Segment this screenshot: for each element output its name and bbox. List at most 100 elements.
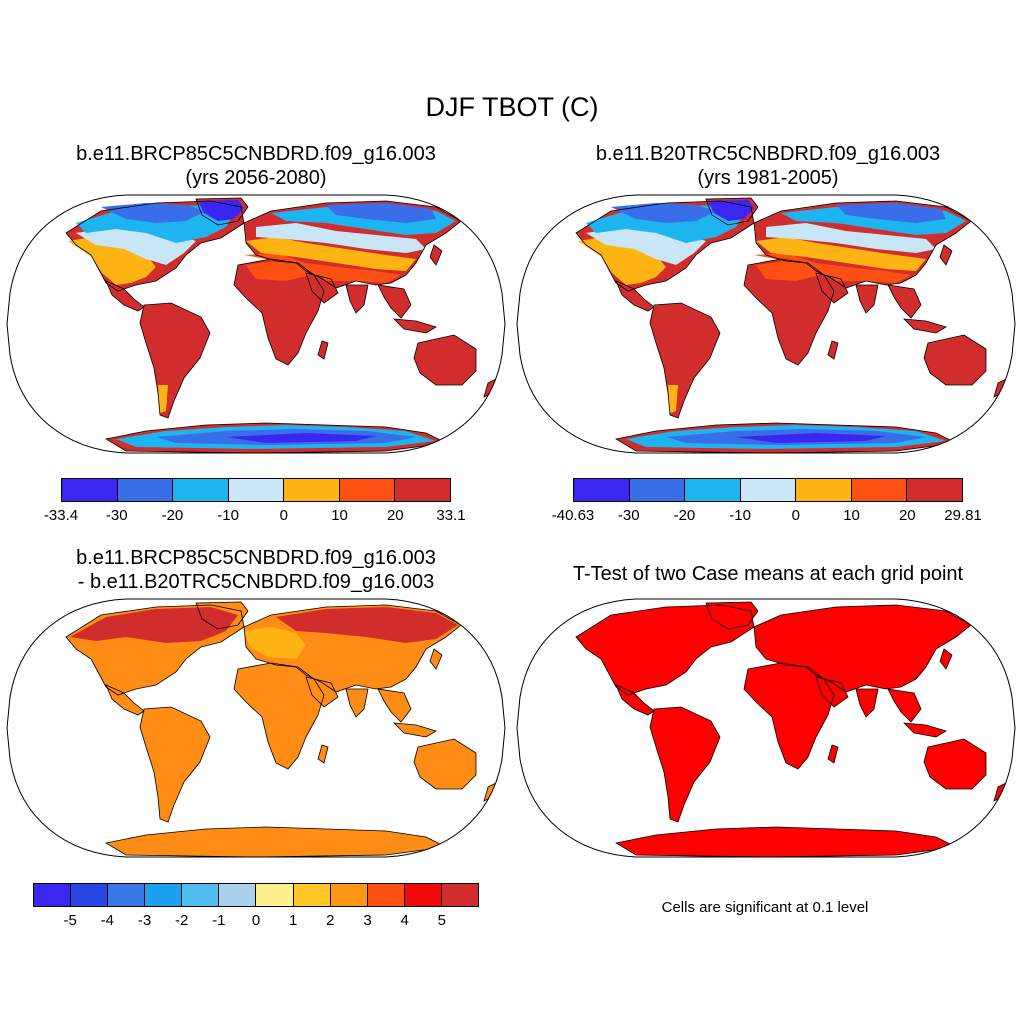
colorbar-tick-label: 0: [279, 507, 289, 524]
central-america-coastline: [105, 280, 145, 312]
australia-coastline: [923, 738, 987, 790]
arabia-coastline: [305, 272, 339, 304]
new-zealand-land: [484, 783, 496, 801]
colorbar-tick-label: -40.63: [551, 507, 595, 524]
central-america-coastline: [615, 280, 655, 312]
north-america-coastline: [575, 200, 755, 292]
colorbar-panel-1: [61, 478, 451, 502]
na-cold-band: [611, 203, 716, 223]
arabia-coastline: [815, 676, 849, 708]
colorbar-tick-label: -2: [174, 912, 189, 929]
eu-cold-band: [326, 203, 436, 223]
central-america-coastline: [105, 684, 145, 716]
south-america-coastline: [139, 706, 211, 823]
japan-land: [940, 649, 952, 669]
central-america-land: [616, 685, 654, 715]
australia-land: [414, 335, 476, 385]
panel-1-title: b.e11.BRCP85C5CNBDRD.f09_g16.003 (yrs 20…: [16, 142, 496, 190]
colorbar-box: [574, 479, 630, 501]
central-america-land: [106, 281, 144, 311]
southeast-asia-coastline: [887, 284, 922, 319]
panel-2-title: b.e11.B20TRC5CNBDRD.f09_g16.003 (yrs 198…: [528, 142, 1008, 190]
australia-coastline: [413, 334, 477, 386]
greenland-coastline: [705, 601, 759, 630]
eu-warm-band: [756, 237, 926, 271]
map-border: [516, 598, 1016, 858]
europe-asia-coastline: [243, 604, 462, 693]
southeast-asia-coastline: [377, 688, 412, 723]
colorbar-tick-label: 20: [898, 507, 916, 524]
colorbar-tick-label: -10: [217, 507, 239, 524]
colorbar-panel-3: [33, 883, 479, 907]
na-warm-band: [68, 235, 156, 285]
north-america-coastline: [65, 200, 245, 292]
south-america-land: [140, 707, 210, 822]
colorbar-tick-label: 29.81: [944, 507, 982, 524]
colorbar-box: [330, 884, 368, 906]
africa-hot-band: [246, 261, 310, 281]
madagascar-land: [318, 341, 328, 359]
greenland-land: [706, 602, 758, 629]
colorbar-tick-label: -4: [100, 912, 114, 929]
japan-coastline: [939, 244, 953, 266]
madagascar-land: [318, 745, 328, 763]
japan-land: [940, 245, 952, 265]
colorbar-tick-label: 0: [791, 507, 801, 524]
europe-asia-coastline: [753, 200, 972, 289]
indonesia-coastline: [902, 318, 947, 334]
colorbar-box: [851, 479, 908, 501]
colorbar-box: [256, 884, 294, 906]
eu-arctic-band: [276, 607, 458, 643]
colorbar-tick-label: -20: [161, 507, 184, 524]
colorbar-box: [796, 479, 852, 501]
north-america-coastline: [65, 604, 245, 696]
indonesia-land: [904, 723, 946, 737]
africa-coastline: [743, 662, 835, 770]
colorbar-tick-label: 3: [363, 912, 372, 929]
africa-red-band: [248, 673, 286, 693]
central-america-land: [106, 685, 144, 715]
north-america-coastline: [575, 604, 755, 696]
greenland-coastline: [195, 601, 249, 630]
southeast-asia-land: [378, 689, 411, 722]
indonesia-land: [394, 723, 436, 737]
south-america-coastline: [649, 706, 721, 823]
madagascar-land: [828, 745, 838, 763]
india-coastline: [855, 688, 879, 718]
india-coastline: [345, 284, 369, 314]
europe-asia-coastline: [243, 200, 462, 289]
colorbar-tick-label: -5: [63, 912, 77, 929]
japan-coastline: [429, 244, 443, 266]
eu-mild-band: [766, 223, 936, 253]
australia-coastline: [413, 738, 477, 790]
colorbar-box: [629, 479, 686, 501]
indonesia-coastline: [392, 318, 437, 334]
australia-land: [924, 335, 986, 385]
japan-land: [430, 649, 442, 669]
map-panel-4: [516, 598, 1016, 858]
africa-coastline: [743, 258, 835, 366]
north-america-land: [576, 605, 754, 695]
indonesia-coastline: [392, 722, 437, 738]
arabia-coastline: [305, 676, 339, 708]
eu-cold-band: [836, 203, 946, 223]
africa-land: [744, 663, 834, 769]
africa-land: [744, 259, 834, 365]
india-coastline: [855, 284, 879, 314]
panel-2-title-line1: b.e11.B20TRC5CNBDRD.f09_g16.003: [595, 143, 941, 165]
panel-4-title-line1: T-Test of two Case means at each grid po…: [572, 563, 964, 585]
colorbar-box: [145, 884, 183, 906]
central-america-coastline: [615, 684, 655, 716]
colorbar-box: [71, 884, 109, 906]
main-title: DJF TBOT (C): [425, 92, 599, 122]
africa-hot-band: [756, 261, 820, 281]
colorbar-tick-label: 10: [331, 507, 348, 524]
colorbar-tick-label: 0: [251, 912, 261, 929]
colorbar-tick-label: -20: [673, 507, 696, 524]
colorbar-box: [395, 479, 451, 501]
sa-warm-band: [158, 385, 168, 413]
panel-2-title-line2: (yrs 1981-2005): [697, 167, 839, 189]
greenland-coastline: [195, 197, 249, 226]
map-border: [6, 598, 506, 858]
panel-4-title: T-Test of two Case means at each grid po…: [528, 562, 1008, 586]
